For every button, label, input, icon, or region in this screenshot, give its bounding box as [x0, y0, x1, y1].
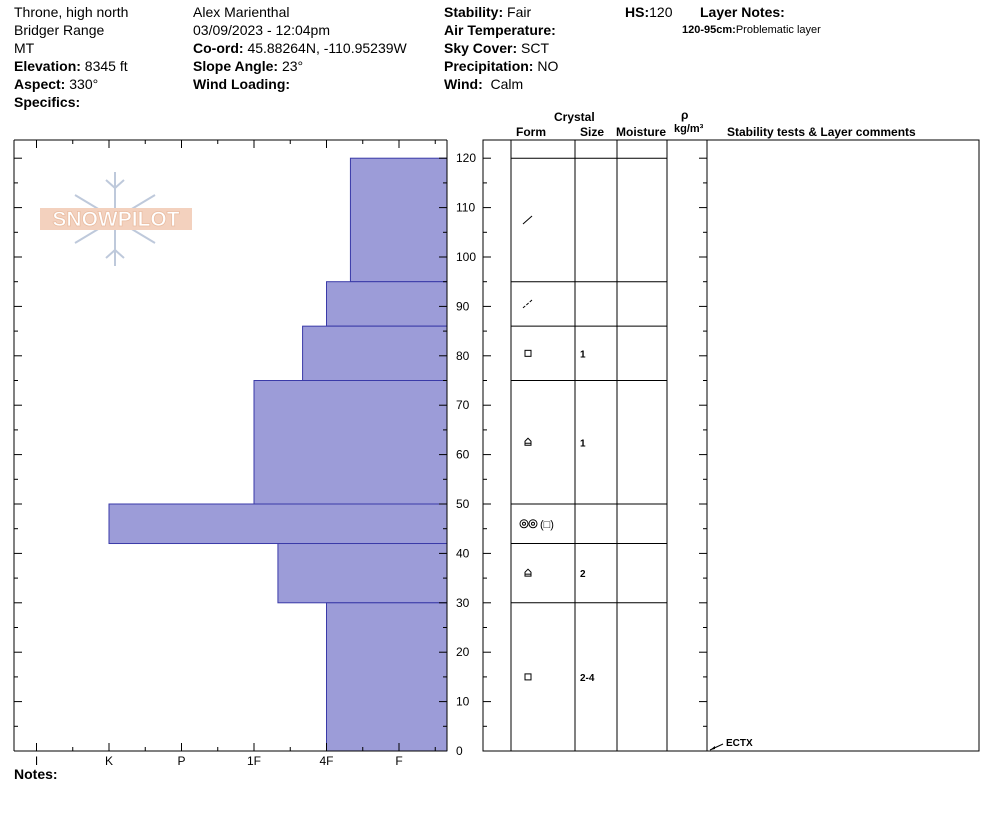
hardness-bar: [326, 281, 448, 327]
precipitation: Precipitation: NO: [444, 57, 558, 75]
test-arrow: [710, 746, 715, 750]
location: Throne, high north: [14, 4, 129, 20]
hs-value: 120: [649, 4, 673, 20]
depth-tick-label: 100: [456, 250, 476, 264]
crystal-form-depth-hoar: [524, 437, 532, 446]
hardness-bar: [253, 380, 448, 505]
depth-tick-label: 30: [456, 596, 470, 610]
hardness-bar: [349, 157, 448, 283]
air-temperature: Air Temperature:: [444, 21, 556, 39]
stability-label: Stability:: [444, 4, 504, 20]
wind: Wind: Calm: [444, 75, 523, 93]
form-header: Form: [516, 125, 546, 139]
depth-tick-label: 90: [456, 299, 470, 313]
notes-label: Notes:: [14, 766, 58, 782]
hardness-tick-label: P: [177, 754, 185, 768]
depth-tick-label: 70: [456, 398, 470, 412]
hardness-bar: [302, 325, 448, 382]
air-temp-label: Air Temperature:: [444, 22, 556, 38]
crystal-form-faceted: [524, 349, 532, 357]
crystal-size: 1: [580, 349, 586, 360]
crystal-form-partly-decomposed-broken: [522, 299, 533, 309]
depth-tick-label: 40: [456, 546, 470, 560]
layer-notes: Layer Notes:: [700, 3, 785, 21]
depth-tick-label: 20: [456, 645, 470, 659]
layer-note-entry: 120-95cm:Problematic layer: [682, 24, 821, 36]
elevation-label: Elevation:: [14, 58, 81, 74]
slope-value: 23°: [281, 58, 304, 74]
hardness-tick-label: I: [35, 754, 38, 768]
depth-tick-label: 0: [456, 744, 463, 758]
wind-loading: Wind Loading:: [193, 75, 290, 93]
specifics: Specifics:: [14, 93, 80, 111]
crystal-size: 2: [580, 569, 586, 580]
coordinates: Co-ord: 45.88264N, -110.95239W: [193, 39, 407, 57]
precip-value: NO: [537, 58, 559, 74]
density-unit-header: kg/m³: [674, 123, 704, 135]
coord-label: Co-ord:: [193, 40, 244, 56]
layer-note-range: 120-95cm:: [682, 24, 736, 36]
sky-label: Sky Cover:: [444, 40, 518, 56]
depth-tick-label: 10: [456, 695, 470, 709]
aspect: Aspect: 330°: [14, 75, 98, 93]
hardness-tick-label: K: [105, 754, 113, 768]
crystal-form-faceted: [524, 673, 532, 681]
crystal-form-partly-decomposed: [522, 215, 533, 225]
coord-value: 45.88264N, -110.95239W: [247, 40, 407, 56]
stability-value: Fair: [507, 4, 532, 20]
elevation-value: 8345 ft: [84, 58, 128, 74]
crystal-form-melt-forms-faceted: [519, 519, 538, 529]
depth-tick-label: 110: [456, 201, 475, 215]
hardness-bar: [277, 543, 448, 604]
layer-note-text: Problematic layer: [735, 24, 821, 36]
depth-tick-label: 60: [456, 448, 470, 462]
slope-label: Slope Angle:: [193, 58, 279, 74]
wind-value: Calm: [490, 76, 524, 92]
sky-cover: Sky Cover: SCT: [444, 39, 549, 57]
stability: Stability: Fair: [444, 3, 531, 21]
datetime: 03/09/2023 - 12:04pm: [193, 22, 330, 38]
elevation: Elevation: 8345 ft: [14, 57, 128, 75]
wind-label: Wind:: [444, 76, 483, 92]
hardness-bar: [326, 602, 448, 752]
sky-value: SCT: [521, 40, 550, 56]
wind-loading-label: Wind Loading:: [193, 76, 291, 92]
size-header: Size: [580, 125, 605, 139]
hs-label: HS:: [625, 4, 650, 20]
aspect-value: 330°: [69, 76, 99, 92]
hardness-bar: [108, 503, 448, 545]
range: Bridger Range: [14, 22, 105, 38]
depth-tick-label: 50: [456, 497, 470, 511]
crystal-size: 2-4: [580, 673, 595, 684]
hardness-tick-label: 4F: [319, 754, 333, 768]
slope-angle: Slope Angle: 23°: [193, 57, 303, 75]
stability-header: Stability tests & Layer comments: [727, 125, 916, 139]
precip-label: Precipitation:: [444, 58, 534, 74]
crystal-form-secondary: (□): [540, 519, 554, 531]
crystal-forms: 1 1 (□) 2 2-4: [519, 215, 595, 684]
aspect-label: Aspect:: [14, 76, 66, 92]
layer-notes-label: Layer Notes:: [700, 4, 785, 20]
state: MT: [14, 40, 35, 56]
rho-header: ρ: [681, 108, 689, 122]
layer-grid-frame: [482, 139, 980, 752]
crystal-form-depth-hoar: [524, 568, 532, 577]
specifics-label: Specifics:: [14, 94, 81, 110]
snowpilot-logo: SNOWPILOT: [40, 172, 192, 266]
crystal-size: 1: [580, 438, 586, 449]
hardness-tick-label: 1F: [247, 754, 261, 768]
hardness-tick-label: F: [395, 754, 402, 768]
crystal-header: Crystal: [554, 110, 595, 124]
stability-test-label: ECTX: [726, 738, 753, 749]
observer: Alex Marienthal: [193, 4, 290, 20]
logo-text: SNOWPILOT: [52, 208, 179, 231]
snow-height: HS:120: [625, 3, 672, 21]
depth-tick-label: 120: [456, 151, 476, 165]
depth-tick-label: 80: [456, 349, 470, 363]
moisture-header: Moisture: [616, 125, 667, 139]
